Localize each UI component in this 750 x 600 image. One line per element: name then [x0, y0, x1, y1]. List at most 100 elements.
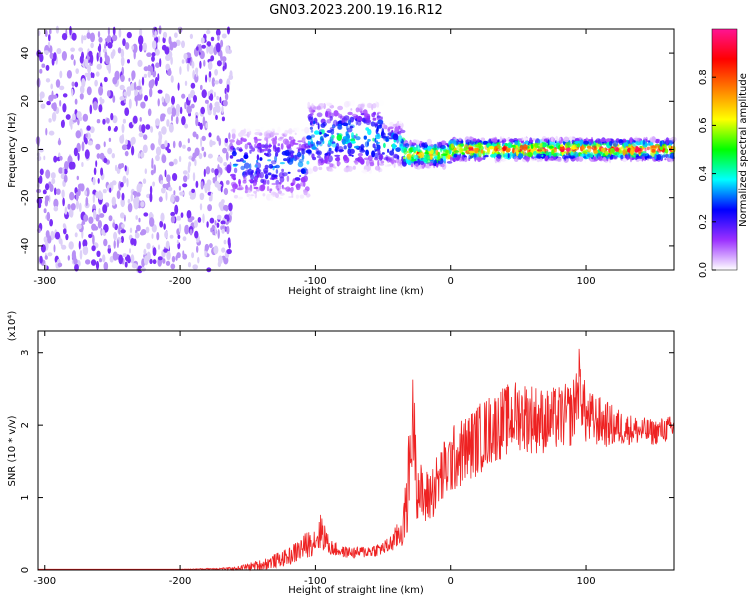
- spectrogram-cell: [102, 189, 107, 194]
- spectrogram-cell: [168, 123, 174, 133]
- spectrogram-cell: [39, 68, 43, 74]
- spectrogram-cell: [68, 161, 75, 170]
- spectrogram-cell: [225, 45, 230, 54]
- spectrogram-cell: [73, 59, 76, 66]
- spectrogram-cell: [151, 40, 157, 50]
- spectrogram-cell: [43, 155, 46, 161]
- spectrogram-cell: [604, 150, 609, 156]
- spectrogram-cell: [206, 45, 209, 54]
- spectrogram-cell: [137, 59, 143, 67]
- spectrogram-cell: [646, 146, 650, 151]
- spectrogram-cell: [161, 96, 165, 103]
- spectrogram-cell: [127, 202, 133, 213]
- spectrogram-cell: [272, 130, 275, 136]
- spectrogram-cell: [288, 128, 293, 135]
- spectrogram-cell: [316, 105, 321, 111]
- spectrogram-cell: [238, 186, 244, 191]
- spectrogram-cell: [365, 119, 372, 123]
- spectrogram-cell: [307, 140, 310, 146]
- spectrogram-cell: [151, 79, 155, 86]
- spectrogram-cell: [359, 145, 365, 149]
- spectrogram-cell: [216, 222, 220, 228]
- spectrogram-cell: [379, 163, 385, 166]
- spectrogram-cell: [114, 126, 118, 131]
- spectrogram-cell: [183, 53, 188, 60]
- spectrogram-cell: [511, 153, 515, 159]
- spectrogram-cell: [256, 188, 260, 192]
- spectrogram-cell: [195, 117, 199, 127]
- spectrogram-cell: [329, 116, 333, 121]
- spectrogram-cell: [392, 133, 399, 141]
- spectrogram-cell: [171, 95, 175, 105]
- spectrogram-cell: [181, 59, 185, 64]
- spectrogram-cell: [359, 149, 366, 153]
- spectrogram-cell: [460, 156, 465, 162]
- spectrogram-cell: [62, 223, 66, 229]
- spectrogram-cell: [49, 219, 53, 227]
- spectrogram-cell: [103, 238, 108, 247]
- spectrogram-cell: [413, 160, 418, 164]
- spectrogram-cell: [136, 85, 142, 91]
- spectrogram-cell: [204, 250, 208, 257]
- spectrogram-cell: [112, 26, 116, 36]
- spectrogram-cell: [482, 155, 486, 161]
- spectrogram-cell: [370, 121, 376, 127]
- spectrogram-cell: [275, 147, 281, 150]
- spectrogram-cell: [646, 158, 650, 161]
- spectrogram-cell: [172, 140, 176, 149]
- spectrogram-cell: [78, 202, 82, 213]
- spectrogram-cell: [441, 162, 447, 170]
- spectrogram-cell: [642, 139, 645, 146]
- spectrogram-cell: [100, 167, 104, 176]
- spectrogram-cell: [376, 141, 381, 144]
- spectrogram-cell: [347, 165, 353, 172]
- x-tick-label: 0: [448, 276, 454, 287]
- spectrogram-cell: [138, 132, 144, 138]
- spectrogram-cell: [124, 107, 130, 116]
- spectrogram-cell: [473, 153, 477, 158]
- spectrogram-cell: [254, 164, 258, 168]
- spectrogram-cell: [413, 154, 419, 160]
- y-tick-label: 2: [20, 422, 31, 428]
- spectrogram-cell: [266, 152, 272, 158]
- spectrogram-cell: [127, 59, 130, 64]
- spectrogram-cell: [355, 157, 361, 161]
- spectrogram-cell: [109, 187, 112, 193]
- spectrogram-cell: [510, 144, 517, 148]
- spectrogram-cell: [264, 173, 269, 180]
- spectrogram-cell: [236, 159, 242, 162]
- spectrogram-cell: [480, 137, 485, 141]
- spectrogram-cell: [269, 194, 274, 202]
- spectrogram-cell: [167, 148, 171, 154]
- spectrogram-cell: [217, 34, 220, 42]
- spectrogram-cell: [325, 160, 331, 165]
- spectrogram-cell: [188, 161, 192, 167]
- spectrogram-cell: [145, 226, 150, 234]
- spectrogram-cell: [144, 95, 148, 102]
- spectrogram-cell: [201, 135, 206, 142]
- spectrogram-cell: [184, 123, 189, 129]
- spectrogram-cell: [254, 131, 261, 136]
- spectrogram-cell: [226, 225, 230, 235]
- spectrogram-cell: [126, 87, 131, 97]
- spectrogram-cell: [389, 121, 394, 127]
- spectrogram-cell: [167, 69, 172, 76]
- spectrogram-cell: [86, 125, 91, 131]
- spectrogram-cell: [238, 149, 243, 152]
- spectrogram-cell: [64, 206, 68, 215]
- spectrogram-cell: [122, 253, 127, 258]
- spectrogram-cell: [243, 176, 247, 182]
- spectrogram-cell: [249, 163, 252, 170]
- spectrogram-cell: [409, 139, 412, 146]
- spectrogram-cell: [347, 141, 353, 149]
- spectrogram-cell: [45, 78, 51, 83]
- spectrogram-cell: [223, 162, 228, 167]
- spectrogram-cell: [124, 261, 128, 268]
- spectrogram-cell: [221, 228, 225, 234]
- spectrogram-cell: [418, 151, 425, 159]
- spectrogram-cell: [81, 220, 86, 225]
- spectrogram-cell: [192, 131, 197, 138]
- spectrogram-cell: [295, 183, 301, 191]
- spectrogram-cell: [51, 112, 57, 122]
- spectrogram-cell: [647, 140, 651, 143]
